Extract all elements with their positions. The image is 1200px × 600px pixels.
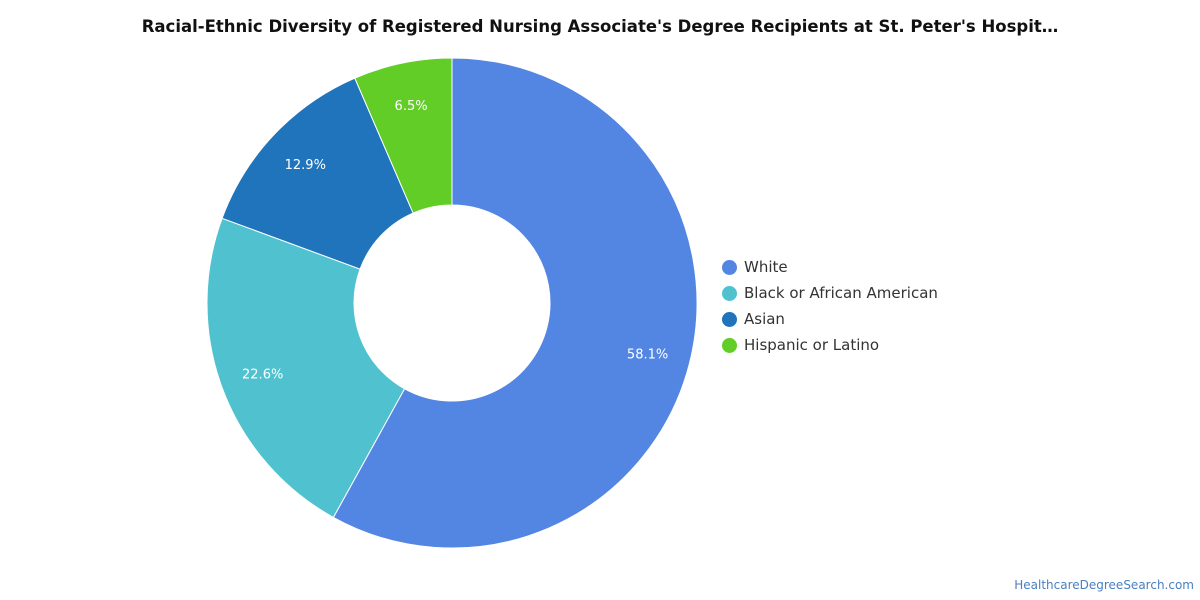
slice-asian[interactable] <box>221 77 414 270</box>
source-link[interactable]: HealthcareDegreeSearch.com <box>1014 578 1194 592</box>
legend-marker <box>722 337 737 353</box>
legend-marker <box>722 311 737 327</box>
legend-label: Asian <box>744 310 785 328</box>
slice-hispanic-or-latino[interactable] <box>354 57 453 214</box>
legend-marker <box>722 285 737 301</box>
legend-label: White <box>744 258 788 276</box>
legend-label: Hispanic or Latino <box>744 336 880 354</box>
slice-value-label: 58.1% <box>627 347 668 362</box>
slice-white[interactable] <box>332 57 698 549</box>
chart-title: Racial-Ethnic Diversity of Registered Nu… <box>141 17 1059 36</box>
slice-black-or-african-american[interactable] <box>206 217 406 519</box>
legend-item[interactable]: Asian <box>722 306 938 332</box>
slice-value-label: 6.5% <box>395 99 428 114</box>
chart-legend: White Black or African American Asian Hispa… <box>722 254 938 358</box>
slice-value-label: 22.6% <box>242 367 283 382</box>
slice-value-label: 12.9% <box>285 158 326 173</box>
legend-item[interactable]: Hispanic or Latino <box>722 332 938 358</box>
legend-marker <box>722 259 737 275</box>
legend-item[interactable]: White <box>722 254 938 280</box>
legend-item[interactable]: Black or African American <box>722 280 938 306</box>
legend-label: Black or African American <box>744 284 938 302</box>
